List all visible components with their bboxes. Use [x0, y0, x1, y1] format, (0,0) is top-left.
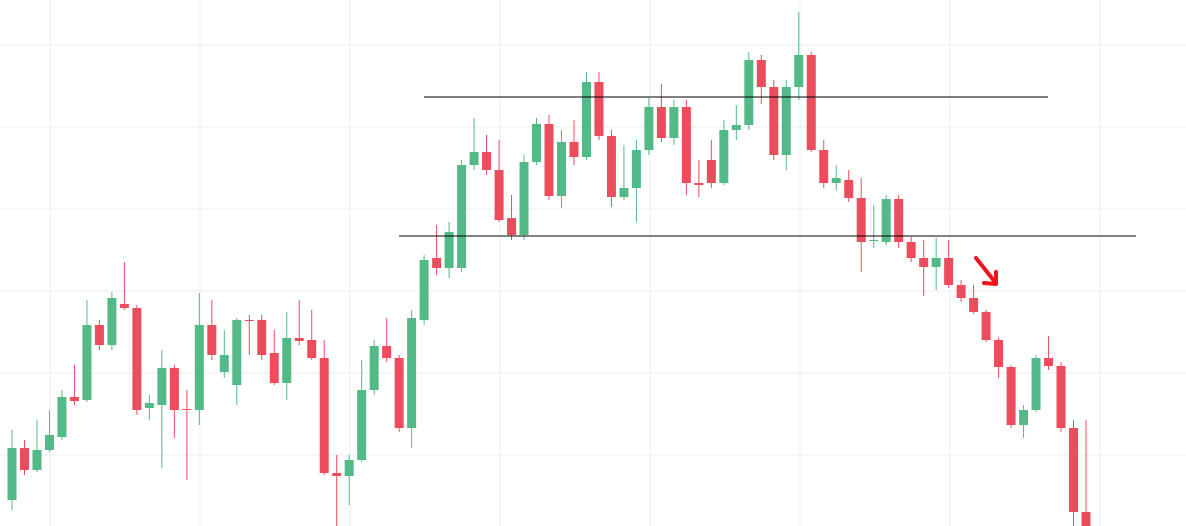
candle-body	[169, 368, 179, 410]
candle-body	[594, 82, 604, 136]
candle-body	[1019, 410, 1029, 425]
candle-body	[294, 338, 304, 341]
candle-body	[382, 346, 392, 358]
candle-body	[719, 130, 729, 183]
candle-body	[869, 240, 879, 241]
candle-body	[532, 124, 542, 162]
arrow	[974, 256, 998, 286]
candle-body	[669, 107, 679, 138]
candle-body	[257, 320, 267, 355]
candle-body	[631, 150, 641, 188]
candle-body	[969, 298, 979, 312]
candle-body	[444, 232, 454, 268]
candle-body	[19, 448, 29, 470]
candle-body	[157, 368, 167, 405]
candle-body	[556, 142, 566, 196]
candle-body	[394, 358, 404, 428]
candle-body	[219, 355, 229, 372]
candle-body	[994, 340, 1004, 367]
candle-body	[919, 258, 929, 267]
candle-body	[132, 308, 142, 410]
candle-body	[494, 170, 504, 220]
candle-body	[282, 338, 292, 383]
candle-body	[369, 346, 379, 390]
candle-body	[981, 312, 991, 340]
candle-body	[619, 188, 629, 197]
candle-body	[307, 340, 317, 358]
candle-body	[519, 162, 529, 235]
candle-body	[507, 218, 517, 235]
candle-body	[644, 107, 654, 150]
arrow-head	[982, 270, 998, 286]
candle-body	[1044, 358, 1054, 366]
candle-body	[344, 460, 354, 476]
candle-body	[581, 82, 591, 157]
candle-body	[806, 55, 816, 150]
candle-body	[906, 242, 916, 258]
candle-body	[1069, 428, 1079, 512]
candle-body	[881, 199, 891, 242]
candle-body	[69, 397, 79, 401]
candle-body	[469, 152, 479, 165]
candle-body	[194, 325, 204, 410]
candle-body	[956, 285, 966, 298]
candle-body	[144, 403, 154, 408]
candle-body	[232, 320, 242, 385]
candle-body	[706, 160, 716, 183]
arrow-shaft	[974, 256, 997, 284]
candle-body	[656, 107, 666, 138]
candle-body	[207, 325, 217, 355]
candle-body	[244, 320, 254, 321]
candle-body	[769, 87, 779, 155]
candle-body	[931, 258, 941, 267]
candle-body	[182, 409, 192, 410]
candle-body	[419, 260, 429, 320]
candle-body	[119, 304, 129, 308]
candle-body	[694, 183, 704, 185]
candle-body	[944, 258, 954, 285]
candle-body	[731, 125, 741, 130]
candle-body	[7, 448, 17, 500]
candle-body	[432, 258, 442, 268]
candle-body	[1056, 366, 1066, 428]
candle-body	[831, 178, 841, 183]
candle-body	[794, 55, 804, 87]
candle-body	[781, 87, 791, 155]
candle-body	[44, 435, 54, 450]
candle-body	[269, 353, 279, 383]
candle-body	[407, 318, 417, 428]
candle-body	[856, 198, 866, 242]
candle-body	[606, 136, 616, 197]
candle-body	[482, 152, 492, 170]
candle-body	[819, 150, 829, 183]
candle-body	[82, 325, 92, 400]
candle-body	[756, 60, 766, 87]
candle-body	[57, 397, 67, 437]
candle-body	[544, 124, 554, 196]
candle-body	[744, 60, 754, 125]
candle-body	[844, 180, 854, 198]
candles	[7, 12, 1091, 526]
candle-body	[107, 298, 117, 345]
candle-body	[681, 107, 691, 183]
candle-body	[94, 325, 104, 345]
candle-body	[1006, 367, 1016, 425]
candle-body	[1081, 512, 1091, 526]
candle-body	[1031, 358, 1041, 410]
candle-body	[894, 199, 904, 242]
candle-body	[457, 165, 467, 268]
candle-body	[319, 358, 329, 473]
candle-body	[32, 450, 42, 470]
candle-body	[569, 142, 579, 157]
candle-body	[357, 390, 367, 460]
candle-body	[332, 473, 342, 476]
